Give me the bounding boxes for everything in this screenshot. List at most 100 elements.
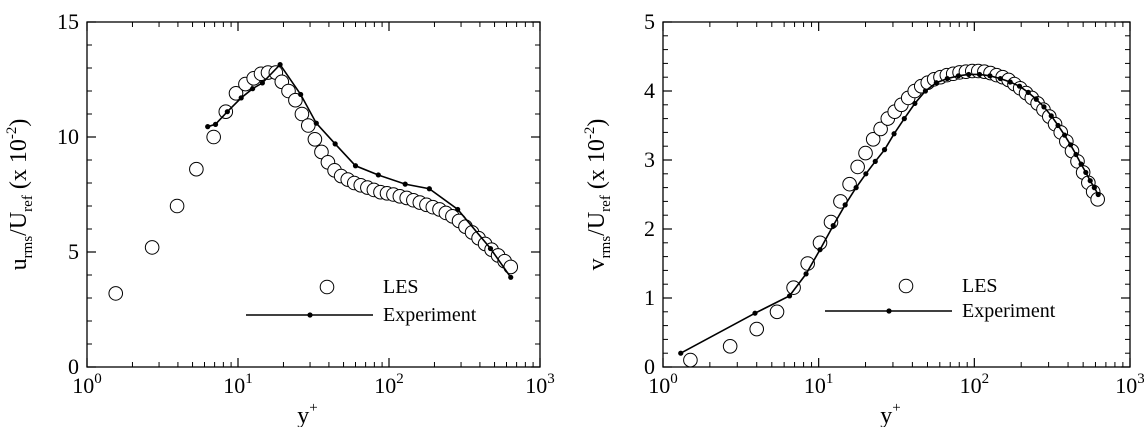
- experiment-point: [997, 75, 1003, 82]
- les-point: [749, 321, 765, 337]
- y-label-part: ): [584, 119, 610, 127]
- plot-frame: [662, 21, 1131, 368]
- experiment-point: [881, 147, 888, 153]
- x-tick-exp: 1: [826, 371, 834, 387]
- x-tick-base: 10: [648, 373, 670, 398]
- y-label-part: /U: [6, 212, 32, 236]
- y-label-part: (x 10: [6, 139, 32, 195]
- y-tick-label: 2: [644, 216, 655, 241]
- y-label-sup: -2: [582, 127, 598, 140]
- x-axis-label-main: y: [297, 403, 309, 427]
- legend-experiment-marker: [886, 308, 892, 314]
- x-tick-label: 102: [960, 371, 990, 398]
- les-point: [873, 121, 888, 137]
- legend-les-marker: [319, 279, 335, 295]
- experiment-point: [786, 293, 793, 299]
- experiment-point: [872, 158, 878, 164]
- x-tick-label: 103: [1115, 371, 1144, 398]
- y-label-sub: rms: [598, 236, 614, 259]
- experiment-point: [853, 185, 859, 191]
- y-tick-label: 10: [57, 124, 79, 149]
- experiment-point: [1016, 83, 1023, 89]
- experiment-point: [1091, 185, 1097, 191]
- x-tick-exp: 0: [94, 371, 102, 387]
- legend: LES Experiment: [825, 275, 1056, 322]
- experiment-point: [259, 80, 265, 86]
- y-label-part: ): [6, 119, 32, 127]
- y-tick-label: 0: [644, 354, 655, 379]
- legend-les-marker: [898, 278, 914, 294]
- les-point: [288, 92, 303, 108]
- les-point: [865, 132, 881, 147]
- x-axis-label: y+: [297, 400, 317, 427]
- les-point: [850, 159, 865, 175]
- experiment-point: [1007, 79, 1013, 85]
- experiment-point: [298, 91, 304, 98]
- x-tick-base: 10: [374, 373, 396, 398]
- y-label-part: (x 10: [584, 139, 610, 195]
- experiment-point: [1055, 122, 1061, 129]
- y-label-sub: ref: [598, 195, 614, 212]
- experiment-point: [891, 131, 897, 137]
- experiment-point: [803, 271, 809, 277]
- legend-experiment-label: Experiment: [962, 300, 1056, 322]
- y-label-sub: rms: [20, 236, 36, 259]
- les-point: [300, 118, 316, 133]
- experiment-point: [863, 171, 869, 177]
- experiment-point: [678, 350, 684, 356]
- les-point: [842, 176, 857, 192]
- x-tick-label: 100: [72, 371, 102, 398]
- x-tick-exp: 1: [245, 371, 253, 387]
- experiment-point: [842, 202, 848, 208]
- experiment-point: [817, 247, 823, 253]
- experiment-point: [1033, 96, 1039, 102]
- experiment-point: [1061, 132, 1068, 138]
- les-point: [769, 304, 785, 320]
- x-tick-exp: 3: [547, 371, 555, 387]
- y-tick-label: 0: [68, 354, 79, 379]
- les-point: [144, 240, 160, 255]
- y-tick-label: 5: [644, 9, 655, 34]
- experiment-point: [966, 71, 972, 78]
- les-point: [858, 145, 873, 161]
- x-tick-label: 101: [804, 371, 834, 398]
- les-point: [169, 198, 185, 214]
- legend-les-label: LES: [383, 276, 419, 298]
- experiment-point: [313, 120, 319, 126]
- experiment-point: [1067, 142, 1074, 148]
- y-label-part: /U: [584, 212, 610, 236]
- legend-experiment-marker: [307, 312, 313, 318]
- experiment-point: [912, 100, 918, 107]
- legend: LES Experiment: [246, 276, 477, 326]
- y-tick-label: 5: [68, 239, 79, 264]
- y-tick-label: 3: [644, 147, 655, 172]
- les-point: [683, 352, 698, 368]
- experiment-point: [375, 172, 381, 178]
- experiment-point: [224, 109, 230, 115]
- les-point: [314, 144, 329, 160]
- x-axis-label: y+: [880, 400, 900, 427]
- experiment-point: [976, 71, 983, 78]
- experiment-point: [352, 163, 359, 169]
- x-tick-base: 10: [804, 373, 826, 398]
- x-tick-exp: 2: [396, 371, 404, 387]
- x-axis-label-sup: +: [309, 400, 317, 416]
- x-tick-base: 10: [223, 373, 245, 398]
- experiment-point: [922, 88, 929, 94]
- y-tick-label: 15: [57, 9, 79, 34]
- experiment-point: [1048, 113, 1054, 119]
- x-tick-label: 102: [374, 371, 404, 398]
- plot-frame: [86, 21, 541, 368]
- legend-experiment-label: Experiment: [383, 304, 477, 326]
- experiment-point: [1025, 89, 1031, 95]
- y-label-part: v: [584, 258, 610, 270]
- experiment-point: [1073, 151, 1079, 158]
- experiment-point: [1083, 169, 1089, 176]
- y-axis-label: vrms/Uref (x 10-2): [582, 119, 614, 271]
- les-point: [307, 132, 323, 147]
- x-tick-exp: 2: [982, 371, 990, 387]
- les-point: [189, 161, 204, 177]
- experiment-point: [1078, 161, 1084, 167]
